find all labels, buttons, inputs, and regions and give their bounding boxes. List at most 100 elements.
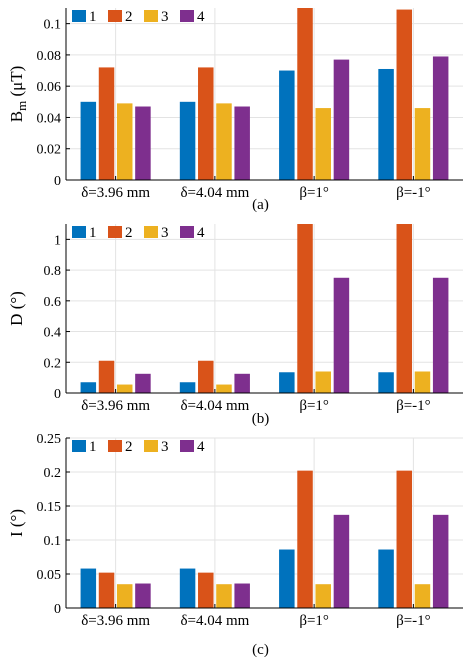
legend-label-3: 3 — [161, 9, 169, 25]
legend-swatch-3 — [144, 10, 158, 22]
legend: 1 2 3 4 — [72, 439, 205, 455]
bar-series-4-1 — [234, 106, 250, 180]
bar-series-1-0 — [80, 568, 97, 608]
legend-swatch-1 — [72, 10, 86, 22]
chart-panel-2: 0 0.2 0.4 0.6 0.8 1 δ=3.96 mm δ=4.04 mm β=1° β=-1… — [7, 224, 463, 427]
bar-series-4-3 — [432, 277, 449, 393]
x-category-label: δ=3.96 mm — [81, 185, 150, 201]
legend-label-1: 1 — [89, 439, 97, 455]
bar-series-2-3 — [396, 9, 413, 180]
bar-series-2-0 — [98, 360, 115, 393]
y-tick-label: 0 — [54, 387, 61, 402]
y-tick-label: 0.8 — [44, 264, 62, 279]
bar-series-2-2 — [297, 470, 313, 608]
y-tick-label: 0.1 — [44, 18, 62, 33]
chart-panel-3: 0 0.05 0.1 0.15 0.2 0.25 δ=3.96 mm δ=4.04 mm β=1… — [7, 432, 463, 658]
bars-group — [80, 8, 449, 180]
y-tick-label: 0.4 — [44, 326, 62, 341]
y-tick-label: 0 — [54, 602, 61, 617]
bar-series-2-2 — [297, 8, 313, 180]
bar-series-3-0 — [116, 384, 133, 393]
legend-label-4: 4 — [197, 439, 205, 455]
legend-swatch-4 — [180, 10, 194, 22]
bar-series-4-0 — [135, 106, 151, 180]
y-tick-label: 0.05 — [37, 568, 62, 583]
x-category-label: β=-1° — [396, 613, 431, 629]
legend-label-3: 3 — [161, 439, 169, 455]
bar-series-4-1 — [234, 373, 250, 393]
bar-series-2-0 — [98, 67, 115, 180]
x-category-label: β=1° — [299, 613, 329, 629]
panel-label: (a) — [252, 197, 269, 213]
bar-series-2-1 — [198, 572, 214, 608]
legend-swatch-1 — [72, 226, 86, 238]
legend-label-2: 2 — [125, 439, 133, 455]
bar-series-3-0 — [116, 584, 133, 608]
y-tick-label: 0.04 — [37, 111, 62, 126]
bar-series-4-0 — [135, 583, 151, 608]
y-tick-label: 0 — [54, 174, 61, 189]
y-axis-label: D (°) — [7, 291, 26, 326]
x-category-label: δ=4.04 mm — [180, 398, 249, 414]
legend-label-3: 3 — [161, 225, 169, 241]
legend-label-1: 1 — [89, 9, 97, 25]
bar-series-1-2 — [279, 549, 295, 608]
x-category-label: β=-1° — [396, 398, 431, 414]
legend-swatch-4 — [180, 226, 194, 238]
legend-label-4: 4 — [197, 225, 205, 241]
bar-series-3-3 — [414, 584, 431, 608]
bar-series-1-1 — [179, 382, 196, 393]
y-tick-label: 0.08 — [37, 49, 62, 64]
x-category-label: β=-1° — [396, 185, 431, 201]
bar-series-2-1 — [198, 360, 214, 393]
bar-series-2-0 — [98, 572, 115, 608]
y-tick-label: 1 — [54, 233, 61, 248]
bar-series-2-3 — [396, 470, 413, 608]
y-tick-label: 0.2 — [44, 356, 62, 371]
x-category-label: δ=3.96 mm — [81, 613, 150, 629]
legend: 1 2 3 4 — [72, 225, 205, 241]
bar-series-3-3 — [414, 371, 431, 393]
legend-swatch-2 — [108, 440, 122, 452]
bar-series-1-1 — [179, 568, 196, 608]
legend-label-2: 2 — [125, 225, 133, 241]
legend-swatch-4 — [180, 440, 194, 452]
legend-swatch-3 — [144, 226, 158, 238]
bar-series-1-3 — [378, 372, 394, 393]
bar-series-1-3 — [378, 68, 394, 180]
panel-label: (b) — [252, 411, 270, 427]
bar-series-4-2 — [333, 59, 350, 180]
y-tick-label: 0.2 — [44, 466, 62, 481]
x-category-label: β=1° — [299, 398, 329, 414]
bar-series-4-3 — [432, 514, 449, 608]
y-tick-label: 0.06 — [37, 80, 62, 95]
bar-series-1-0 — [80, 382, 97, 393]
bars-group — [80, 470, 449, 608]
bar-series-4-2 — [333, 514, 350, 608]
bar-series-2-1 — [198, 67, 214, 180]
bar-series-3-3 — [414, 108, 431, 180]
bar-series-2-3 — [396, 224, 413, 393]
bar-series-1-2 — [279, 372, 295, 393]
x-category-label: β=1° — [299, 185, 329, 201]
y-tick-label: 0.1 — [44, 534, 62, 549]
bar-series-3-1 — [216, 103, 232, 180]
y-tick-label: 0.15 — [37, 500, 62, 515]
y-axis-label: I (°) — [7, 509, 26, 537]
bar-series-3-2 — [315, 584, 331, 608]
chart-panel-1: 0 0.02 0.04 0.06 0.08 0.1 δ=3.96 mm δ=4.04 mm β=… — [7, 8, 463, 213]
y-tick-label: 0.6 — [44, 295, 62, 310]
legend-swatch-1 — [72, 440, 86, 452]
legend-label-4: 4 — [197, 9, 205, 25]
legend-swatch-3 — [144, 440, 158, 452]
panel-label: (c) — [252, 642, 269, 658]
bar-series-3-1 — [216, 584, 232, 608]
bar-series-4-0 — [135, 373, 151, 393]
y-tick-label: 0.02 — [37, 143, 62, 158]
bar-series-3-0 — [116, 103, 133, 180]
legend-swatch-2 — [108, 226, 122, 238]
bars-group — [80, 224, 449, 393]
bar-series-2-2 — [297, 224, 313, 393]
bar-series-1-3 — [378, 549, 394, 608]
